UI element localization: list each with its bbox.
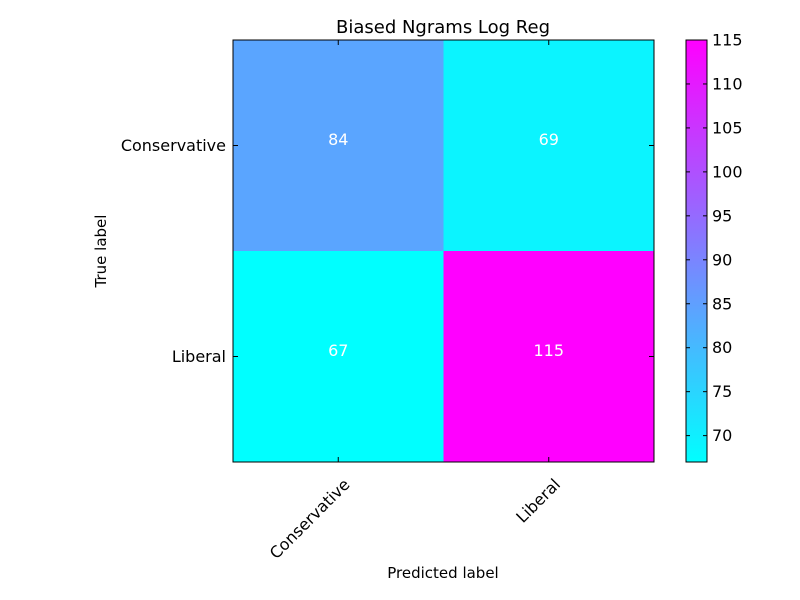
colorbar-tick-label: 80 [712, 338, 732, 357]
colorbar-tick-label: 85 [712, 294, 732, 313]
x-tick-label: Liberal [512, 475, 564, 527]
colorbar-tick-label: 105 [712, 118, 743, 137]
x-tick-labels: Conservative Liberal [266, 475, 564, 563]
cell-value-label: 115 [533, 341, 564, 360]
cell-value-labels: 84 69 67 115 [328, 130, 564, 360]
heatmap-cells [233, 40, 655, 463]
y-tick-label: Liberal [172, 347, 226, 366]
cell-value-label: 67 [328, 341, 348, 360]
colorbar-tick-label: 95 [712, 206, 732, 225]
x-tick-label: Conservative [266, 475, 354, 563]
cell-value-label: 84 [328, 130, 348, 149]
y-axis-label: True label [92, 215, 110, 289]
axis-ticks [233, 40, 654, 462]
colorbar-tick-label: 110 [712, 74, 743, 93]
x-axis-label: Predicted label [387, 564, 498, 582]
heatmap-cell [443, 251, 655, 463]
colorbar [685, 39, 708, 463]
heatmap-cell [443, 40, 655, 252]
colorbar-tick-label: 115 [712, 31, 743, 50]
y-tick-label: Conservative [121, 136, 226, 155]
colorbar-tick-label: 75 [712, 382, 732, 401]
plot-frame [232, 39, 655, 463]
colorbar-tick-label: 90 [712, 250, 732, 269]
chart-title: Biased Ngrams Log Reg [336, 17, 550, 38]
heatmap-cell [233, 40, 444, 252]
colorbar-tick-label: 70 [712, 426, 732, 445]
heatmap-cell [233, 251, 444, 463]
colorbar-ticks: 70 75 80 85 90 95 100 105 110 115 [686, 31, 743, 445]
cell-value-label: 69 [539, 130, 559, 149]
colorbar-tick-label: 100 [712, 162, 743, 181]
y-tick-labels: Conservative Liberal [121, 136, 226, 366]
